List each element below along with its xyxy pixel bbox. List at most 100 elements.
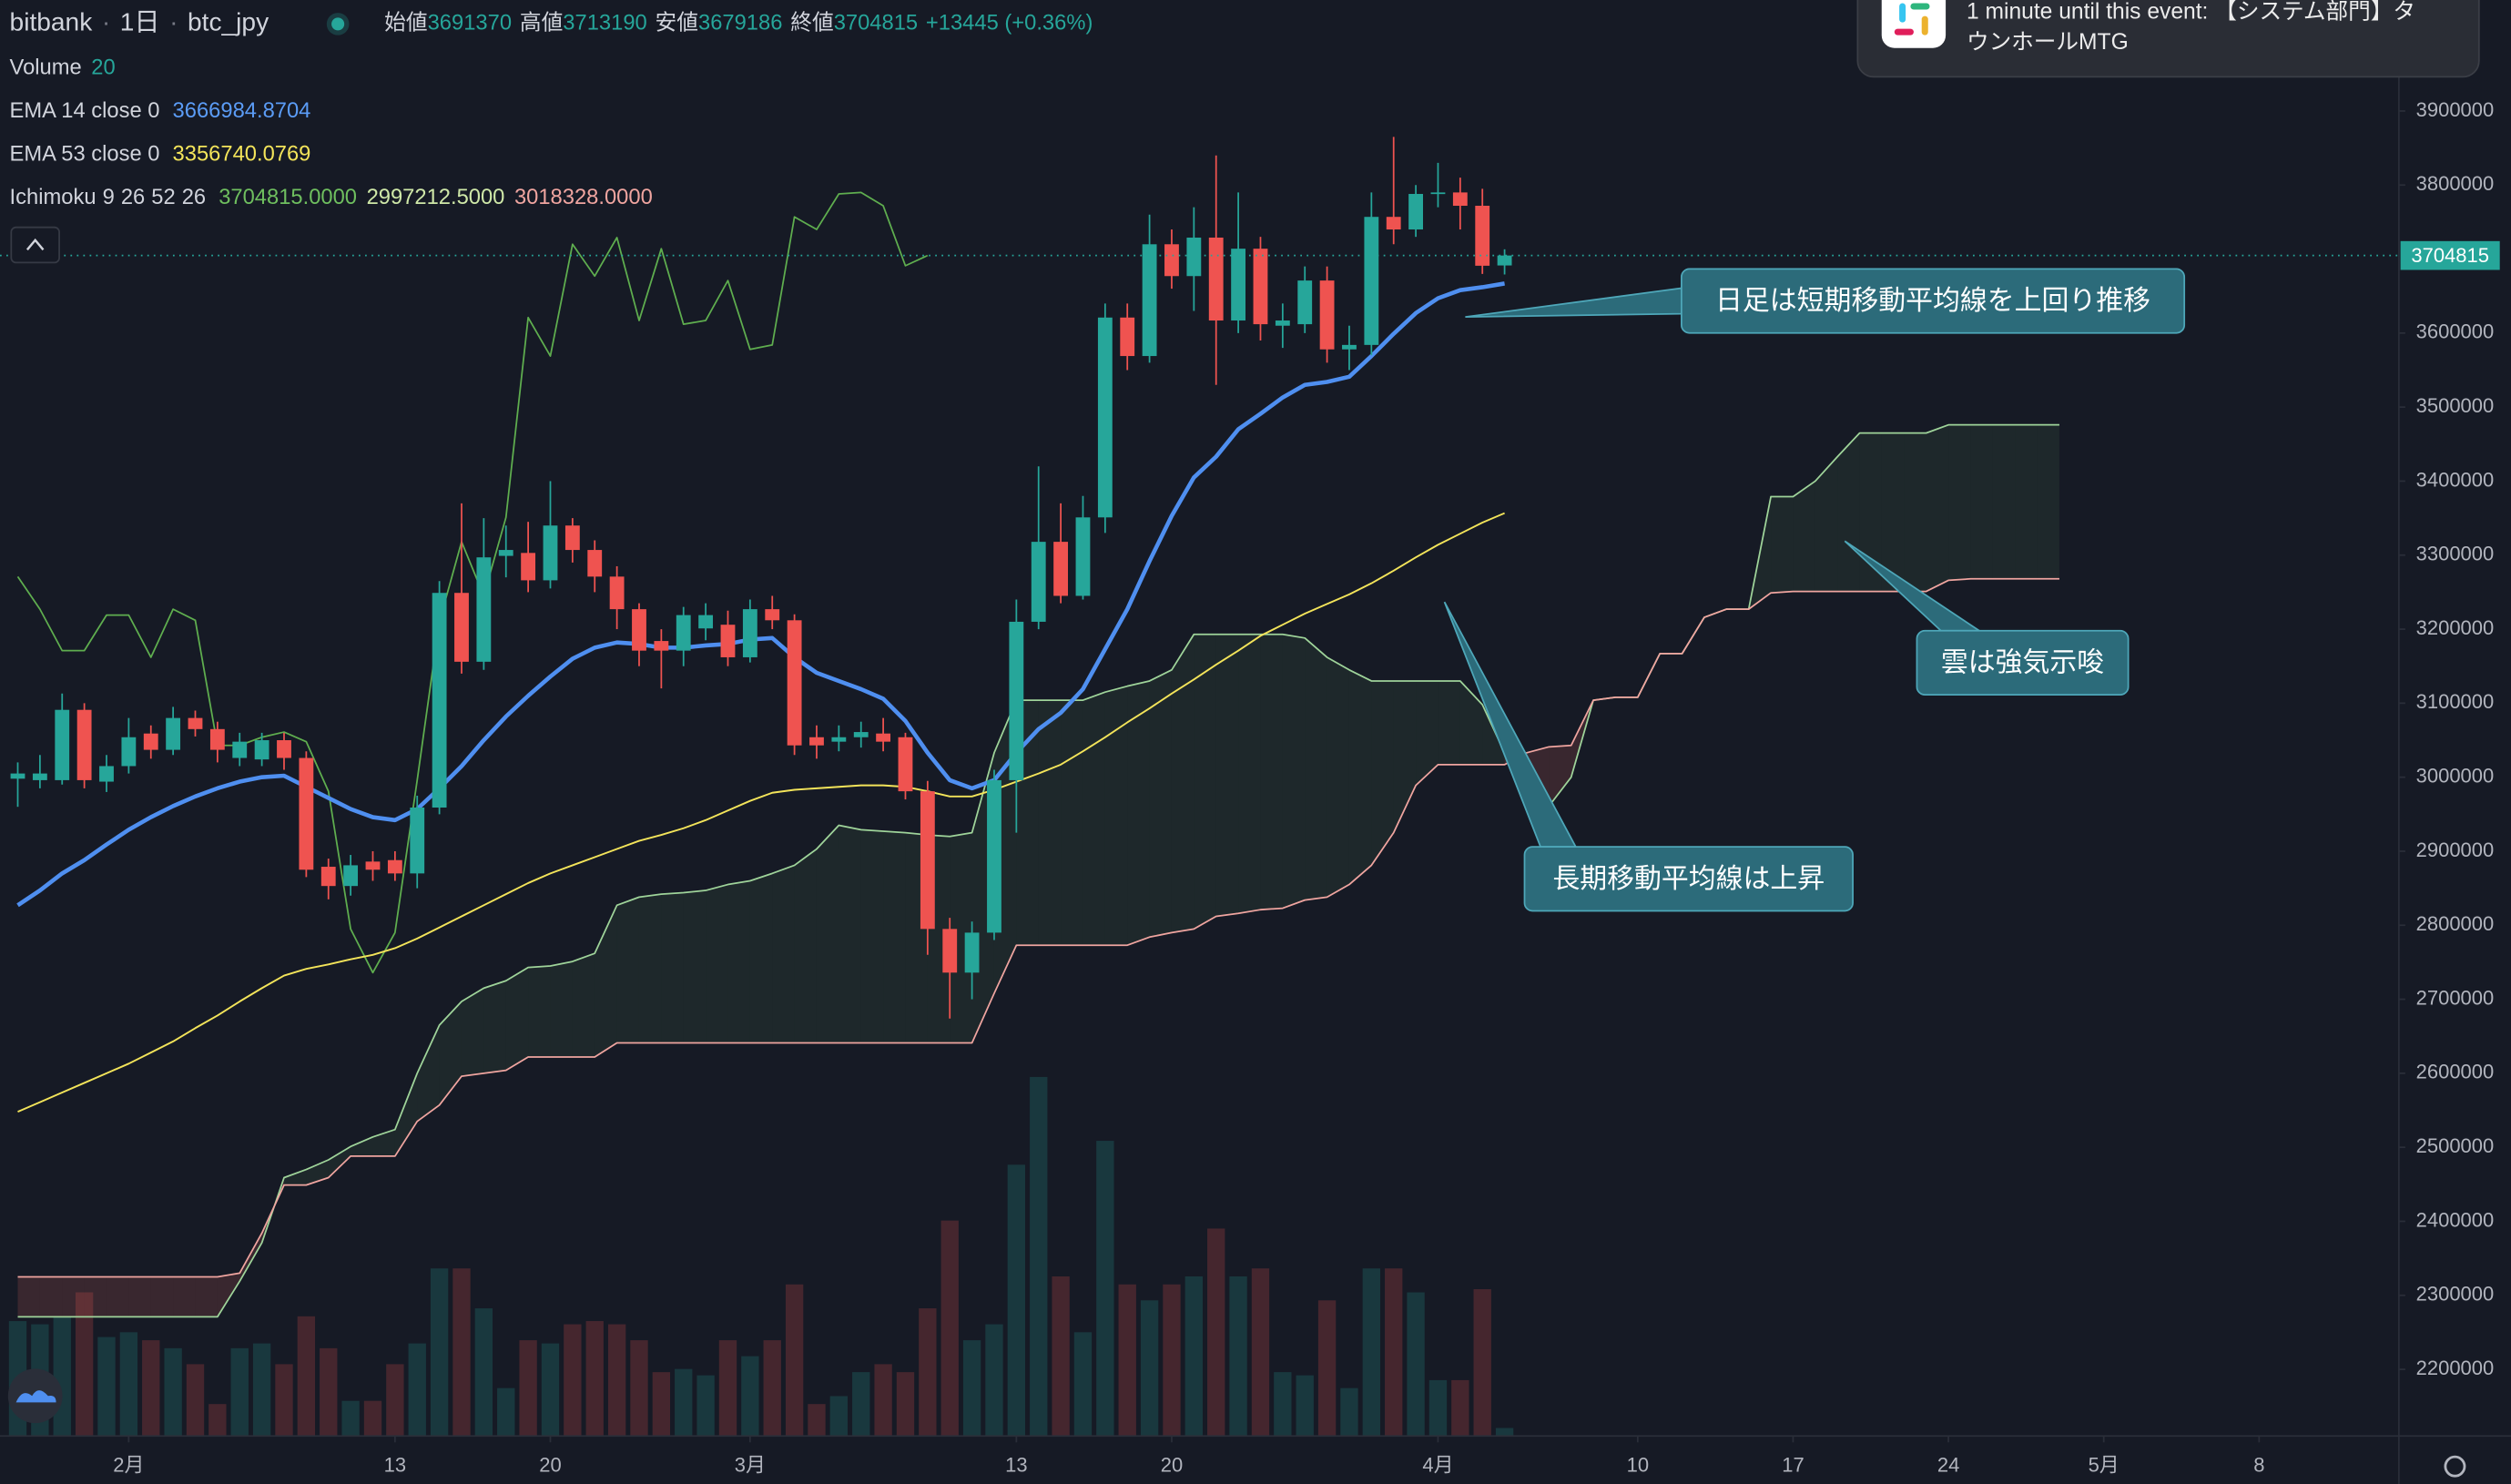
volume-bar: [1163, 1284, 1181, 1437]
collapse-button[interactable]: [10, 226, 60, 264]
candle-body: [1120, 317, 1135, 357]
exchange: bitbank: [10, 8, 94, 36]
cloud-segment: [1992, 424, 2016, 579]
candle-body: [1075, 517, 1091, 596]
cloud-segment: [483, 981, 506, 1073]
app-icon-part: [1899, 3, 1906, 23]
ema-line: [17, 512, 1505, 1113]
cloud-segment: [505, 967, 529, 1071]
candle-body: [1364, 217, 1379, 345]
ohlc-label: 始値: [384, 11, 427, 36]
notification-text: ウンホールMTG: [1967, 30, 2129, 55]
volume-bar: [1362, 1268, 1381, 1437]
cloud-segment: [1194, 634, 1216, 930]
candle-body: [564, 525, 580, 551]
settings-icon[interactable]: [2444, 1455, 2466, 1478]
volume-bar: [1184, 1276, 1204, 1437]
ohlc-value: 3713190: [563, 12, 646, 36]
y-tick-label: 3900000: [2416, 98, 2495, 121]
lagging-span-line: [16, 191, 929, 974]
legend-name: EMA 53 close 0: [10, 143, 160, 167]
y-tick-label: 2500000: [2416, 1134, 2495, 1157]
volume-bar: [1473, 1289, 1491, 1437]
volume-bar: [1385, 1268, 1403, 1437]
cloud-segment: [1970, 424, 1993, 579]
cloud-segment: [883, 831, 906, 1043]
ema-line: [16, 281, 1505, 908]
legend-ema: EMA 14 close 0 3666984.8704: [10, 99, 311, 123]
candle-body: [1297, 280, 1313, 325]
x-tick-label: 13: [1005, 1453, 1027, 1476]
cloud-segment: [1127, 680, 1150, 946]
cloud-segment: [749, 873, 773, 1043]
callout-text: 雲は強気示唆: [1941, 648, 2104, 678]
volume-bar: [452, 1268, 471, 1437]
notification[interactable]: 1 minute until this event: 【システム部門】タ ウンホ…: [1856, 0, 2480, 78]
ohlc-value: 3679186: [698, 12, 782, 36]
volume-bar: [1317, 1300, 1337, 1437]
cloud-segment: [1171, 634, 1195, 933]
cloud-segment: [394, 1072, 418, 1156]
volume-bar: [1428, 1379, 1448, 1437]
cloud-segment: [1815, 456, 1838, 592]
volume-bar: [230, 1347, 249, 1437]
candle-body: [521, 553, 536, 581]
cloud-segment: [1327, 656, 1349, 898]
volume-bar: [363, 1400, 382, 1437]
candle-body: [1031, 542, 1046, 622]
candle-body: [765, 609, 780, 621]
cloud-segment: [195, 1276, 218, 1317]
candle-body: [76, 709, 92, 780]
cloud-segment: [772, 865, 795, 1043]
volume-bar: [652, 1372, 671, 1437]
cloud-segment: [39, 1276, 63, 1317]
cloud-segment: [1948, 424, 1971, 581]
legend-param: 26: [182, 186, 206, 209]
candle-body: [1142, 244, 1157, 357]
cloud-segment: [1348, 669, 1372, 885]
volume-bar: [962, 1340, 981, 1437]
x-tick-label: 3月: [735, 1453, 766, 1476]
app-icon-part: [1894, 28, 1914, 36]
volume-bar: [386, 1364, 404, 1437]
x-tick-label: 2月: [113, 1453, 144, 1476]
volume-bar: [186, 1364, 205, 1437]
volume-bar: [142, 1340, 160, 1437]
candle-body: [1053, 542, 1069, 596]
cloud-segment: [528, 965, 551, 1057]
volume-bar: [1073, 1332, 1093, 1437]
candle-body: [143, 733, 158, 750]
cloud-segment: [1926, 424, 1949, 592]
x-tick-label: 4月: [1422, 1453, 1453, 1476]
cloud-segment: [661, 892, 684, 1043]
volume-bar: [297, 1316, 316, 1437]
volume-bar: [75, 1292, 94, 1437]
x-tick-label: 20: [1161, 1453, 1183, 1476]
legend-value: 20: [91, 56, 115, 80]
candle-body: [742, 609, 757, 657]
candle-body: [787, 620, 802, 746]
plot-area: [0, 137, 2399, 1437]
cloud-segment: [173, 1276, 196, 1317]
ohlc-value: 3691370: [428, 12, 512, 36]
x-tick-label: 24: [1937, 1453, 1959, 1476]
legend-ema: EMA 53 close 0 3356740.0769: [10, 143, 311, 167]
candle-body: [365, 861, 381, 870]
cloud-segment: [2015, 424, 2038, 579]
volume-bar: [1296, 1375, 1314, 1437]
candle-body: [720, 625, 736, 657]
candle-body: [632, 609, 646, 651]
candle-body: [454, 593, 469, 662]
legend-value: 3666984.8704: [173, 99, 311, 123]
volume-bar: [497, 1387, 515, 1437]
candle-body: [1408, 194, 1424, 230]
cloud-segment: [1282, 634, 1306, 909]
volume-bar: [275, 1364, 293, 1437]
cloud-segment: [1837, 432, 1860, 592]
volume-bar: [1251, 1268, 1270, 1437]
cloud-segment: [550, 961, 573, 1057]
collapse-icon: [25, 238, 45, 251]
candle-body: [498, 550, 513, 556]
volume-bar: [696, 1375, 715, 1437]
cloud-segment: [283, 1169, 307, 1185]
